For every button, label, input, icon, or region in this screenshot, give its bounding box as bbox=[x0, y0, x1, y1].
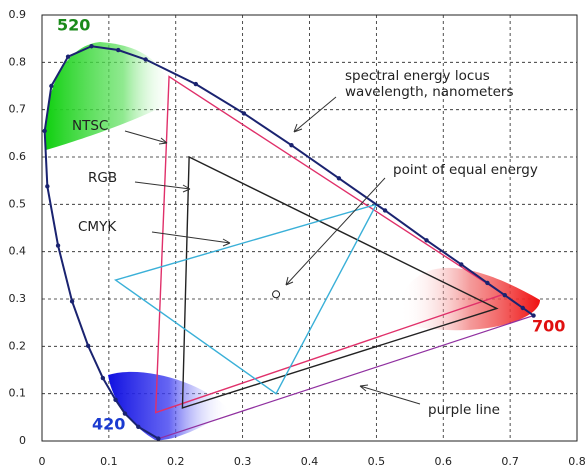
wavelength-label: 700 bbox=[532, 317, 565, 336]
y-tick-label: 0.5 bbox=[9, 197, 27, 210]
locus-point bbox=[424, 238, 428, 242]
locus-point bbox=[113, 398, 117, 402]
locus-point bbox=[66, 54, 70, 58]
locus-point bbox=[156, 436, 160, 440]
x-tick-label: 0.2 bbox=[167, 455, 185, 468]
locus-point bbox=[459, 262, 463, 266]
locus-point bbox=[116, 48, 120, 52]
x-tick-label: 0 bbox=[39, 455, 46, 468]
locus-point bbox=[86, 344, 90, 348]
x-tick-label: 0.6 bbox=[435, 455, 453, 468]
locus-point bbox=[56, 243, 60, 247]
locus-point bbox=[503, 293, 507, 297]
annotation: point of equal energy bbox=[393, 162, 538, 178]
x-tick-label: 0.4 bbox=[301, 455, 319, 468]
x-tick-label: 0.7 bbox=[501, 455, 519, 468]
series-label: NTSC bbox=[72, 118, 108, 134]
y-tick-label: 0.2 bbox=[9, 339, 27, 352]
wavelength-label: 520 bbox=[57, 16, 90, 35]
y-tick-label: 0.9 bbox=[9, 8, 27, 21]
locus-point bbox=[49, 84, 53, 88]
locus-point bbox=[136, 425, 140, 429]
annotation: purple line bbox=[428, 402, 500, 418]
locus-point bbox=[89, 44, 93, 48]
locus-point bbox=[143, 57, 147, 61]
y-tick-label: 0 bbox=[19, 434, 26, 447]
chart: 520 700 420 spectral energy locus wavele… bbox=[0, 0, 586, 473]
locus-point bbox=[42, 129, 46, 133]
annotation: wavelength, nanometers bbox=[345, 84, 514, 100]
locus-point bbox=[383, 208, 387, 212]
x-tick-label: 0.8 bbox=[568, 455, 586, 468]
wavelength-label: 420 bbox=[92, 415, 125, 434]
series-label: RGB bbox=[88, 170, 117, 186]
x-tick-label: 0.3 bbox=[234, 455, 252, 468]
y-tick-label: 0.3 bbox=[9, 292, 27, 305]
annotation: spectral energy locus bbox=[345, 68, 490, 84]
y-tick-label: 0.6 bbox=[9, 150, 27, 163]
locus-point bbox=[45, 184, 49, 188]
y-tick-label: 0.1 bbox=[9, 387, 27, 400]
locus-point bbox=[289, 143, 293, 147]
y-tick-label: 0.8 bbox=[9, 55, 27, 68]
locus-point bbox=[242, 111, 246, 115]
locus-point bbox=[485, 281, 489, 285]
series-label: CMYK bbox=[78, 219, 117, 235]
locus-point bbox=[70, 299, 74, 303]
y-tick-label: 0.4 bbox=[9, 245, 27, 258]
x-tick-label: 0.1 bbox=[100, 455, 118, 468]
x-tick-label: 0.5 bbox=[368, 455, 386, 468]
locus-point bbox=[521, 306, 525, 310]
locus-point bbox=[101, 376, 105, 380]
locus-point bbox=[194, 82, 198, 86]
y-tick-label: 0.7 bbox=[9, 103, 27, 116]
locus-point bbox=[337, 176, 341, 180]
